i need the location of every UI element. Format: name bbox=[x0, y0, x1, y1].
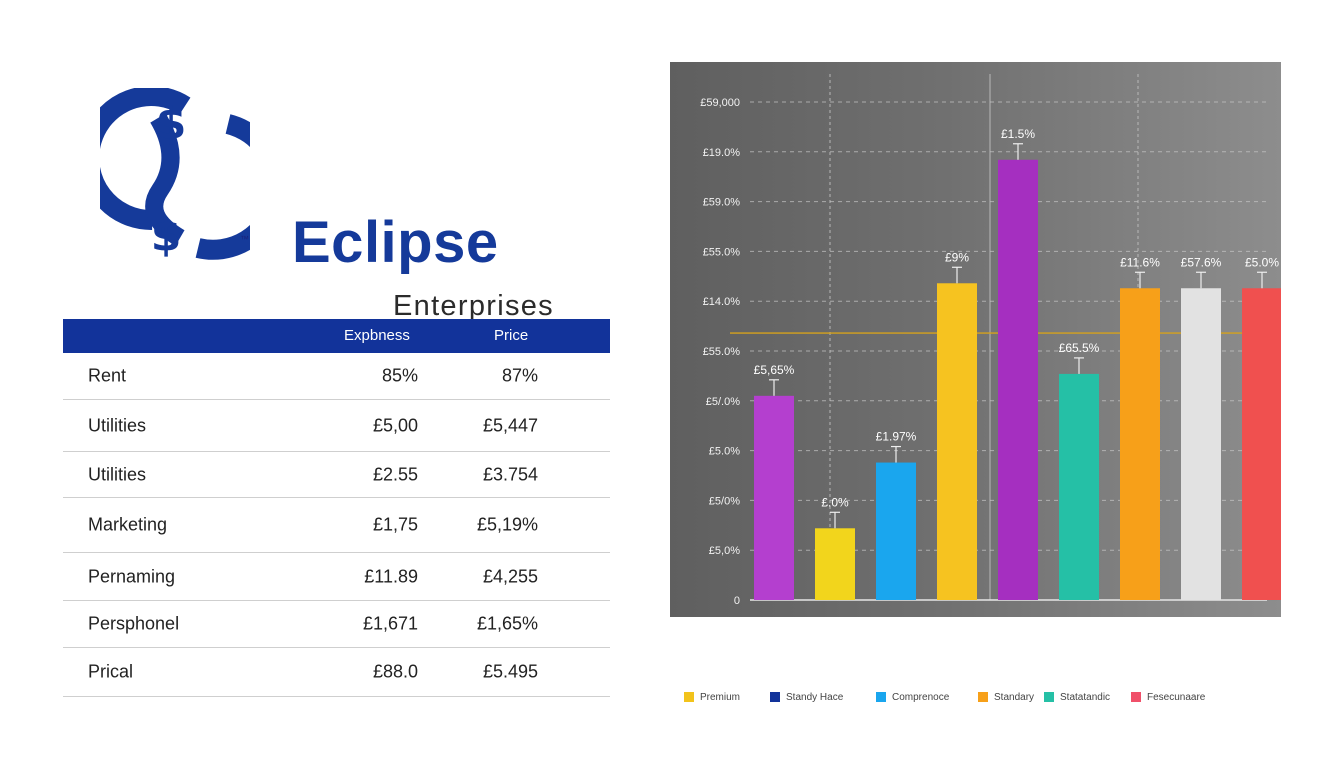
legend-item: Fesecunaare bbox=[1131, 689, 1205, 705]
legend-swatch bbox=[1044, 692, 1054, 702]
legend-label: Premium bbox=[700, 691, 741, 703]
bar-data-label: £57.6% bbox=[1181, 255, 1222, 269]
legend-label: Comprenoce bbox=[892, 691, 950, 703]
header-price: Price bbox=[494, 327, 529, 344]
table-row: Rent 85% 87% bbox=[63, 353, 610, 400]
y-tick-label: £5.0% bbox=[709, 446, 740, 458]
y-tick-label: £55.0% bbox=[703, 346, 741, 358]
y-tick-label: £5,0% bbox=[709, 545, 740, 557]
bar-data-label: £5,65% bbox=[754, 363, 795, 377]
trademark-symbol: ™ bbox=[240, 234, 249, 244]
bar-data-label: £1.5% bbox=[1001, 127, 1035, 141]
bar bbox=[815, 528, 855, 600]
row-label: Prical bbox=[88, 661, 134, 682]
y-tick-label: £55.0% bbox=[703, 246, 741, 258]
y-tick-label: £59.0% bbox=[703, 197, 741, 209]
bar bbox=[998, 159, 1038, 600]
legend-item: Comprenoce bbox=[876, 689, 949, 705]
bar bbox=[876, 462, 916, 600]
row-price: £3.754 bbox=[482, 464, 538, 484]
table-row: Marketing £1,75 £5,19% bbox=[63, 498, 610, 553]
table-row: Pernaming £11.89 £4,255 bbox=[63, 553, 610, 601]
table-row: Prical £88.0 £5.495 bbox=[63, 648, 610, 697]
legend-label: Standy Hace bbox=[786, 691, 844, 703]
header-expenses: Expbness bbox=[344, 327, 410, 344]
bar-data-label: £1.97% bbox=[876, 430, 917, 444]
row-price: £1,65% bbox=[476, 613, 538, 634]
logo-dollar-bottom: $ bbox=[151, 210, 182, 261]
bar bbox=[937, 283, 977, 600]
row-label: Rent bbox=[88, 365, 127, 386]
row-expenses: 85% bbox=[381, 365, 418, 386]
legend-swatch bbox=[1131, 692, 1141, 702]
legend-label: Statatandic bbox=[1060, 691, 1111, 703]
brand-logo: $ $ ™ Eclipse Enterprises bbox=[100, 88, 570, 321]
bar-chart-svg: 0 £5,0% £5/0% £5.0% £5/.0% £55.0% £14.0% £55.0%… bbox=[700, 74, 1281, 607]
row-expenses: £1,75 bbox=[372, 514, 418, 535]
legend-item: Premium bbox=[684, 689, 740, 705]
row-label: Pernaming bbox=[88, 566, 176, 586]
row-label: Persphonel bbox=[88, 613, 180, 634]
chart-legend: Premium Standy Hace Comprenoce Standary Stat… bbox=[684, 689, 1284, 705]
bar-data-label: £9% bbox=[945, 250, 969, 264]
y-tick-label: £5/.0% bbox=[706, 396, 740, 408]
row-expenses: £1,671 bbox=[362, 613, 418, 634]
expense-table: Expbness Price Rent 85% 87% Utilities £5… bbox=[63, 319, 610, 697]
y-tick-label: £19.0% bbox=[703, 147, 741, 159]
brand-subtitle: Enterprises bbox=[393, 290, 554, 322]
row-label: Utilities bbox=[88, 464, 147, 484]
bar bbox=[754, 395, 794, 600]
table-row: Utilities £5,00 £5,447 bbox=[63, 400, 610, 452]
y-tick-label: £14.0% bbox=[703, 296, 741, 308]
row-expenses: £88.0 bbox=[372, 661, 418, 682]
legend-item: Standary bbox=[978, 689, 1034, 705]
brand-name: Eclipse bbox=[292, 210, 499, 275]
row-price: 87% bbox=[501, 365, 538, 386]
table-header: Expbness Price bbox=[63, 319, 610, 353]
row-expenses: £5,00 bbox=[372, 415, 418, 435]
legend-swatch bbox=[978, 692, 988, 702]
legend-label: Standary bbox=[994, 691, 1035, 703]
legend-swatch bbox=[876, 692, 886, 702]
row-expenses: £2.55 bbox=[372, 464, 418, 484]
row-price: £5,447 bbox=[482, 415, 538, 435]
bar-data-label: £11.6% bbox=[1120, 255, 1160, 269]
row-label: Utilities bbox=[88, 415, 147, 435]
y-tick-label: 0 bbox=[734, 595, 740, 607]
bar-chart: 0 £5,0% £5/0% £5.0% £5/.0% £55.0% £14.0% £55.0%… bbox=[670, 62, 1281, 617]
legend-swatch bbox=[770, 692, 780, 702]
bar bbox=[1059, 373, 1099, 600]
legend-label: Fesecunaare bbox=[1147, 691, 1206, 703]
y-tick-label: £5/0% bbox=[709, 495, 740, 507]
legend-swatch bbox=[684, 692, 694, 702]
y-tick-label: £59,000 bbox=[700, 97, 740, 109]
logo-dollar-top: $ bbox=[156, 98, 187, 149]
table-row: Persphonel £1,671 £1,65% bbox=[63, 601, 610, 648]
legend-item: Standy Hace bbox=[770, 689, 843, 705]
row-label: Marketing bbox=[88, 514, 168, 535]
row-price: £4,255 bbox=[482, 566, 538, 586]
row-expenses: £11.89 bbox=[364, 566, 418, 586]
row-price: £5.495 bbox=[482, 661, 538, 682]
row-price: £5,19% bbox=[476, 514, 538, 535]
dollar-loop-logo-icon: $ $ bbox=[100, 88, 250, 261]
bar bbox=[1242, 288, 1281, 600]
bar bbox=[1120, 288, 1160, 600]
bar bbox=[1181, 288, 1221, 600]
bar-data-label: £.0% bbox=[821, 495, 849, 509]
legend-item: Statatandic bbox=[1044, 689, 1110, 705]
table-row: Utilities £2.55 £3.754 bbox=[63, 452, 610, 498]
bar-data-label: £5.0% bbox=[1245, 255, 1279, 269]
bar-data-label: £65.5% bbox=[1059, 341, 1100, 355]
